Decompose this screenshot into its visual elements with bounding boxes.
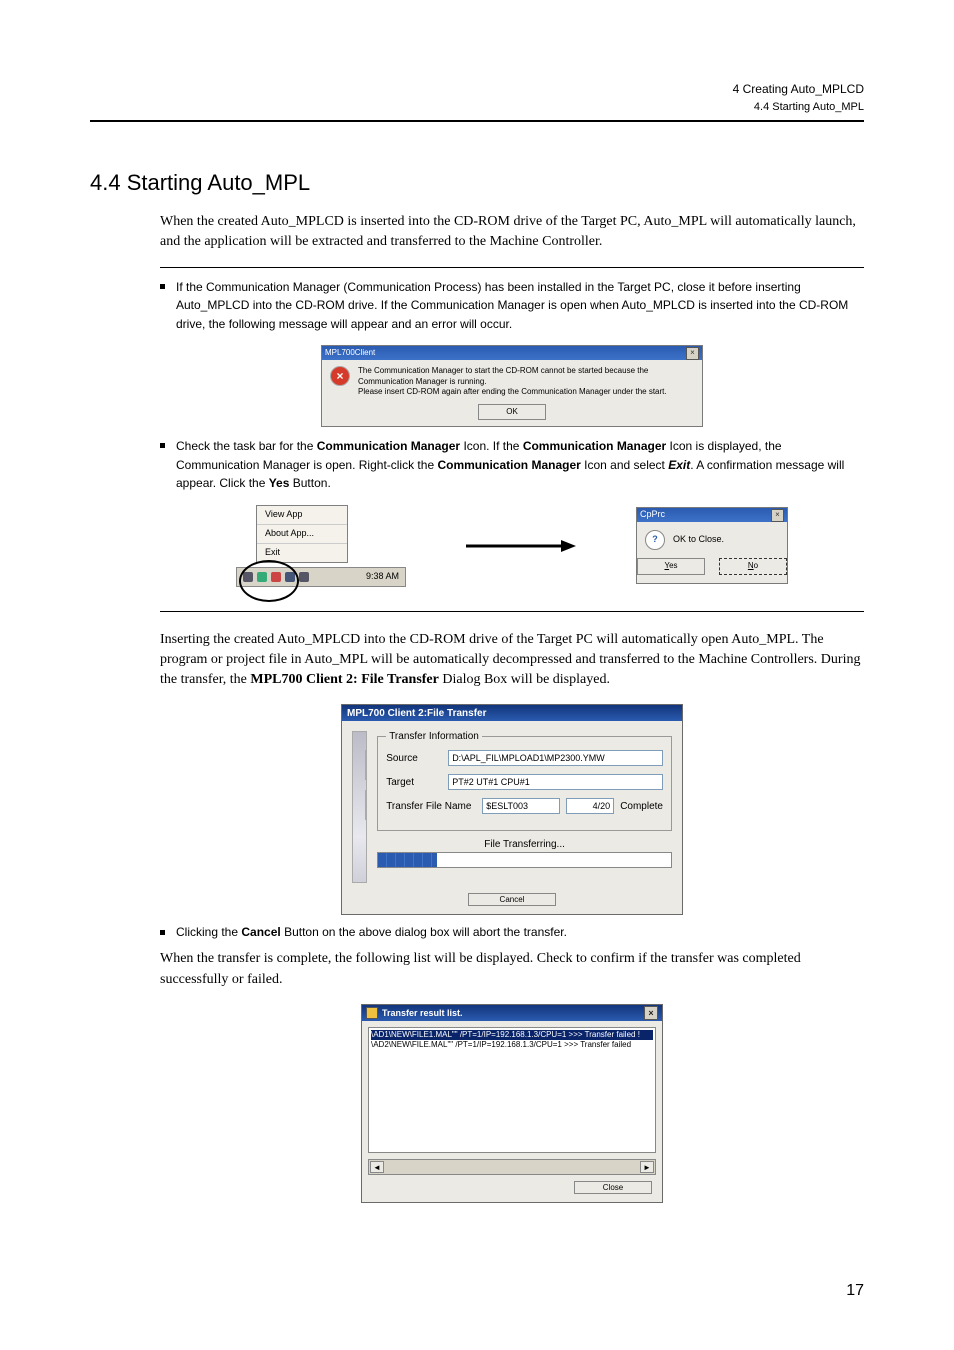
paragraph-complete: When the transfer is complete, the follo… [160, 949, 864, 990]
running-header-section: 4.4 Starting Auto_MPL [733, 99, 864, 117]
error-dialog-titlebar: MPL700Client × [322, 346, 702, 360]
filename-label: Transfer File Name [386, 801, 476, 812]
note-bullet-2: Check the task bar for the Communication… [160, 437, 864, 493]
progress-bar-fill [378, 853, 437, 867]
confirm-dialog-title: CpPrc [640, 508, 665, 522]
menu-item-view-app[interactable]: View App [257, 506, 347, 525]
confirm-dialog-message: OK to Close. [673, 533, 724, 547]
menu-item-about-app[interactable]: About App... [257, 525, 347, 544]
transfer-result-titlebar: Transfer result list. × [362, 1005, 662, 1021]
confirm-dialog-titlebar: CpPrc × [637, 508, 787, 522]
close-icon[interactable]: × [644, 1006, 658, 1020]
scroll-right-icon[interactable]: ► [640, 1161, 654, 1173]
confirm-dialog: CpPrc × ? OK to Close. Yes No [636, 507, 788, 583]
paragraph-inserting: Inserting the created Auto_MPLCD into th… [160, 630, 864, 691]
complete-label: Complete [620, 801, 663, 812]
result-row[interactable]: \AD2\NEW\FILE.MAL"" /PT=1/IP=192.168.1.3… [371, 1040, 653, 1050]
tray-icon[interactable] [285, 572, 295, 582]
tray-icon[interactable] [243, 572, 253, 582]
cancel-button[interactable]: Cancel [468, 893, 556, 906]
target-label: Target [386, 777, 442, 788]
note-box-1: If the Communication Manager (Communicat… [160, 267, 864, 612]
filename-field[interactable]: $ESLT003 [482, 798, 560, 814]
result-list-area[interactable]: \AD1\NEW\FILE1.MAL"" /PT=1/IP=192.168.1.… [368, 1027, 656, 1153]
error-dialog: MPL700Client × × The Communication Manag… [321, 345, 703, 427]
header-rule [90, 120, 864, 122]
taskbar-figure-row: View App About App... Exit [236, 505, 788, 587]
app-icon [366, 1007, 378, 1019]
content: 4.4 Starting Auto_MPL When the created A… [90, 170, 864, 1213]
tray-icon[interactable] [257, 572, 267, 582]
close-button[interactable]: Close [574, 1181, 652, 1194]
taskbar-tray: 9:38 AM [236, 567, 406, 587]
file-transfer-side-image [352, 731, 367, 883]
transfer-information-legend: Transfer Information [386, 731, 482, 742]
target-field[interactable]: PT#2 UT#1 CPU#1 [448, 774, 663, 790]
cancel-note: Clicking the Cancel Button on the above … [160, 925, 864, 939]
section-title: 4.4 Starting Auto_MPL [90, 170, 864, 196]
result-row-selected[interactable]: \AD1\NEW\FILE1.MAL"" /PT=1/IP=192.168.1.… [371, 1030, 653, 1040]
transfer-result-title: Transfer result list. [382, 1008, 463, 1018]
progress-bar [377, 852, 672, 868]
error-msg-line-1: The Communication Manager to start the C… [358, 366, 694, 387]
source-label: Source [386, 753, 442, 764]
error-msg-line-2: Please insert CD-ROM again after ending … [358, 387, 694, 397]
file-transfer-title: MPL700 Client 2:File Transfer [342, 705, 682, 721]
close-icon[interactable]: × [771, 509, 784, 522]
taskbar-figure: View App About App... Exit [236, 505, 406, 587]
error-icon: × [330, 366, 350, 386]
context-menu: View App About App... Exit [256, 505, 348, 563]
tray-clock: 9:38 AM [366, 570, 399, 584]
running-header: 4 Creating Auto_MPLCD 4.4 Starting Auto_… [733, 80, 864, 117]
no-button[interactable]: No [719, 558, 787, 574]
transfer-information-group: Transfer Information Source D:\APL_FIL\M… [377, 731, 672, 831]
tray-icon[interactable] [271, 572, 281, 582]
paragraph-intro: When the created Auto_MPLCD is inserted … [160, 212, 864, 253]
arrow-icon [466, 536, 576, 556]
file-transfer-dialog: MPL700 Client 2:File Transfer Transfer I… [341, 704, 683, 915]
error-dialog-title: MPL700Client [325, 347, 375, 359]
menu-item-exit[interactable]: Exit [257, 544, 347, 562]
ok-button[interactable]: OK [478, 404, 546, 420]
source-field[interactable]: D:\APL_FIL\MPLOAD1\MP2300.YMW [448, 750, 663, 766]
running-header-chapter: 4 Creating Auto_MPLCD [733, 80, 864, 99]
error-dialog-message: The Communication Manager to start the C… [358, 366, 694, 397]
close-icon[interactable]: × [686, 347, 699, 360]
question-icon: ? [645, 530, 665, 550]
yes-button[interactable]: Yes [637, 558, 705, 574]
transfer-result-dialog: Transfer result list. × \AD1\NEW\FILE1.M… [361, 1004, 663, 1203]
scroll-left-icon[interactable]: ◄ [370, 1161, 384, 1173]
page: 4 Creating Auto_MPLCD 4.4 Starting Auto_… [0, 0, 954, 1350]
tray-icon[interactable] [299, 572, 309, 582]
note-bullet-1: If the Communication Manager (Communicat… [160, 278, 864, 334]
horizontal-scrollbar[interactable]: ◄ ► [368, 1159, 656, 1175]
page-number: 17 [846, 1282, 864, 1300]
transfer-status: File Transferring... [377, 839, 672, 850]
progress-count-field: 4/20 [566, 798, 614, 814]
